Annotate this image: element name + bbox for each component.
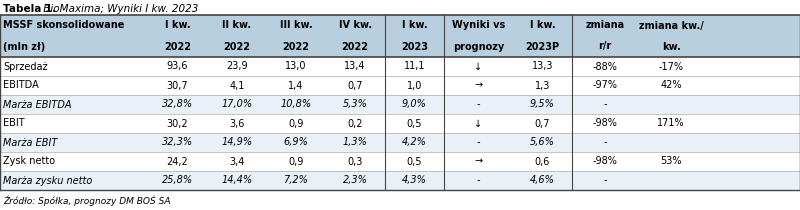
Text: 11,1: 11,1 bbox=[404, 62, 425, 71]
Text: -97%: -97% bbox=[593, 80, 618, 91]
Text: 2022: 2022 bbox=[164, 42, 191, 51]
Bar bbox=[0, 114, 800, 133]
Text: -17%: -17% bbox=[658, 62, 684, 71]
Text: 0,7: 0,7 bbox=[534, 118, 550, 129]
Text: 32,8%: 32,8% bbox=[162, 100, 193, 109]
Text: BioMaxima; Wyniki I kw. 2023: BioMaxima; Wyniki I kw. 2023 bbox=[40, 4, 198, 14]
Text: -: - bbox=[477, 100, 480, 109]
Text: 7,2%: 7,2% bbox=[283, 176, 309, 185]
Text: IV kw.: IV kw. bbox=[338, 21, 372, 30]
Text: 14,4%: 14,4% bbox=[222, 176, 252, 185]
Text: 30,2: 30,2 bbox=[166, 118, 189, 129]
Text: -: - bbox=[477, 138, 480, 147]
Text: 2022: 2022 bbox=[223, 42, 250, 51]
Text: 4,6%: 4,6% bbox=[530, 176, 555, 185]
Text: 2,3%: 2,3% bbox=[342, 176, 368, 185]
Text: Zysk netto: Zysk netto bbox=[3, 156, 55, 167]
Text: kw.: kw. bbox=[662, 42, 681, 51]
Text: 9,0%: 9,0% bbox=[402, 100, 427, 109]
Text: 23,9: 23,9 bbox=[226, 62, 248, 71]
Text: -: - bbox=[477, 176, 480, 185]
Text: 4,2%: 4,2% bbox=[402, 138, 427, 147]
Text: 3,4: 3,4 bbox=[229, 156, 245, 167]
Text: ↓: ↓ bbox=[474, 62, 482, 71]
Text: 5,6%: 5,6% bbox=[530, 138, 555, 147]
Text: 0,5: 0,5 bbox=[406, 118, 422, 129]
Text: Marża EBIT: Marża EBIT bbox=[3, 138, 58, 147]
Text: I kw.: I kw. bbox=[530, 21, 555, 30]
Bar bbox=[0, 95, 800, 114]
Text: 3,6: 3,6 bbox=[229, 118, 245, 129]
Text: MSSF skonsolidowane: MSSF skonsolidowane bbox=[3, 21, 124, 30]
Text: zmiana: zmiana bbox=[586, 21, 625, 30]
Text: -98%: -98% bbox=[593, 156, 618, 167]
Text: 2022: 2022 bbox=[342, 42, 369, 51]
Text: -: - bbox=[603, 176, 607, 185]
Text: 13,0: 13,0 bbox=[286, 62, 306, 71]
Text: 0,7: 0,7 bbox=[347, 80, 363, 91]
Text: 2023: 2023 bbox=[401, 42, 428, 51]
Text: →: → bbox=[474, 80, 482, 91]
Text: Źródło: Spółka, prognozy DM BOŚ SA: Źródło: Spółka, prognozy DM BOŚ SA bbox=[3, 195, 170, 206]
Bar bbox=[0, 57, 800, 76]
Text: 0,6: 0,6 bbox=[534, 156, 550, 167]
Text: EBIT: EBIT bbox=[3, 118, 25, 129]
Text: ↓: ↓ bbox=[474, 118, 482, 129]
Text: 32,3%: 32,3% bbox=[162, 138, 193, 147]
Text: 171%: 171% bbox=[658, 118, 685, 129]
Text: 5,3%: 5,3% bbox=[342, 100, 368, 109]
Text: 42%: 42% bbox=[661, 80, 682, 91]
Text: -: - bbox=[603, 100, 607, 109]
Text: 1,3%: 1,3% bbox=[342, 138, 368, 147]
Text: 0,9: 0,9 bbox=[288, 118, 304, 129]
Text: r/r: r/r bbox=[598, 42, 612, 51]
Text: Marża zysku netto: Marża zysku netto bbox=[3, 176, 92, 185]
Text: 0,9: 0,9 bbox=[288, 156, 304, 167]
Text: 9,5%: 9,5% bbox=[530, 100, 555, 109]
Text: 4,3%: 4,3% bbox=[402, 176, 427, 185]
Text: 6,9%: 6,9% bbox=[283, 138, 309, 147]
Text: 93,6: 93,6 bbox=[167, 62, 188, 71]
Text: 0,2: 0,2 bbox=[347, 118, 363, 129]
Text: III kw.: III kw. bbox=[280, 21, 312, 30]
Bar bbox=[0, 171, 800, 190]
Text: 1,4: 1,4 bbox=[288, 80, 304, 91]
Text: 1,3: 1,3 bbox=[534, 80, 550, 91]
Text: 4,1: 4,1 bbox=[229, 80, 245, 91]
Text: (mln zł): (mln zł) bbox=[3, 42, 46, 51]
Text: 25,8%: 25,8% bbox=[162, 176, 193, 185]
Bar bbox=[0, 133, 800, 152]
Text: -98%: -98% bbox=[593, 118, 618, 129]
Text: 1,0: 1,0 bbox=[406, 80, 422, 91]
Text: 2023P: 2023P bbox=[526, 42, 559, 51]
Text: Marża EBITDA: Marża EBITDA bbox=[3, 100, 71, 109]
Text: 14,9%: 14,9% bbox=[222, 138, 252, 147]
Text: Tabela 1.: Tabela 1. bbox=[3, 4, 56, 14]
Text: prognozy: prognozy bbox=[453, 42, 504, 51]
Text: 30,7: 30,7 bbox=[166, 80, 189, 91]
Text: I kw.: I kw. bbox=[402, 21, 427, 30]
Text: zmiana kw./: zmiana kw./ bbox=[639, 21, 703, 30]
Text: -: - bbox=[603, 138, 607, 147]
Text: 53%: 53% bbox=[661, 156, 682, 167]
Text: 13,3: 13,3 bbox=[532, 62, 553, 71]
Text: II kw.: II kw. bbox=[222, 21, 251, 30]
Text: →: → bbox=[474, 156, 482, 167]
Text: I kw.: I kw. bbox=[165, 21, 190, 30]
Text: 10,8%: 10,8% bbox=[281, 100, 311, 109]
Bar bbox=[0, 76, 800, 95]
Text: Wyniki vs: Wyniki vs bbox=[452, 21, 505, 30]
Text: 0,3: 0,3 bbox=[347, 156, 363, 167]
Text: 2022: 2022 bbox=[282, 42, 310, 51]
Text: Sprzedaż: Sprzedaż bbox=[3, 62, 48, 71]
Text: EBITDA: EBITDA bbox=[3, 80, 38, 91]
Bar bbox=[0, 15, 800, 57]
Text: 13,4: 13,4 bbox=[345, 62, 366, 71]
Text: 24,2: 24,2 bbox=[166, 156, 189, 167]
Text: 0,5: 0,5 bbox=[406, 156, 422, 167]
Bar bbox=[0, 152, 800, 171]
Text: 17,0%: 17,0% bbox=[222, 100, 252, 109]
Text: -88%: -88% bbox=[593, 62, 618, 71]
